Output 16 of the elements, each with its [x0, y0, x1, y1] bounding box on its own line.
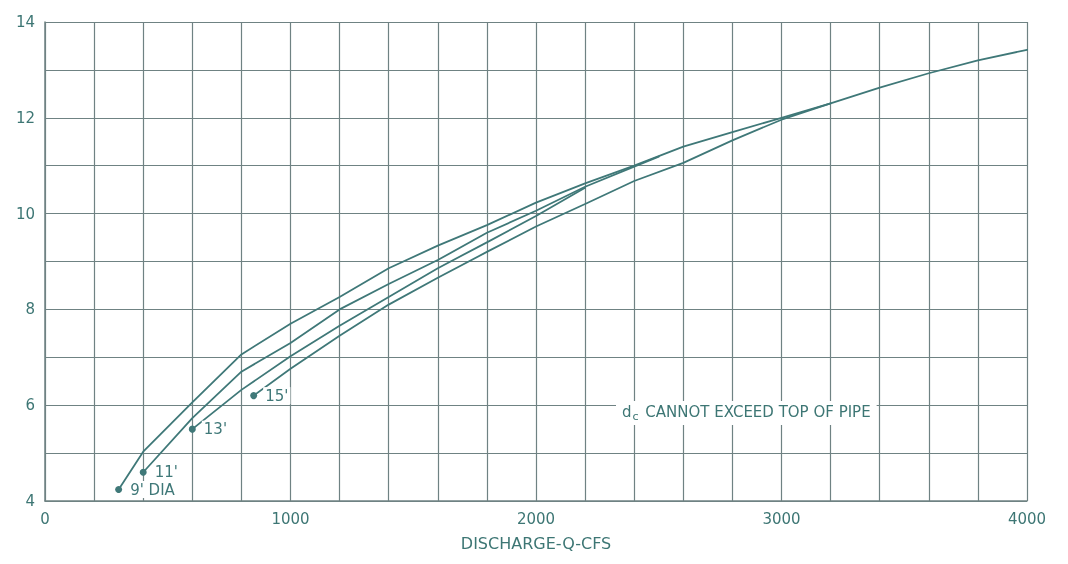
- y-tick-label: 4: [25, 492, 35, 510]
- series-label: 15': [265, 386, 289, 405]
- y-tick-label: 6: [25, 396, 35, 415]
- x-tick-label: 0: [40, 509, 50, 528]
- x-tick-label: 4000: [1007, 509, 1047, 528]
- y-tick-label: 8: [25, 300, 35, 319]
- y-tick-label: 12: [15, 108, 35, 127]
- series-label: 9' DIA: [130, 480, 176, 499]
- x-tick-label: 3000: [762, 509, 801, 528]
- x-tick-label: 2000: [516, 509, 556, 528]
- series-label: 11': [154, 463, 178, 482]
- x-axis-title: DISCHARGE-Q-CFS: [460, 533, 612, 553]
- y-tick-label: 14: [15, 13, 35, 31]
- series-label: 13': [203, 420, 228, 439]
- x-tick-label: 1000: [271, 509, 310, 528]
- y-tick-label: 10: [15, 204, 35, 223]
